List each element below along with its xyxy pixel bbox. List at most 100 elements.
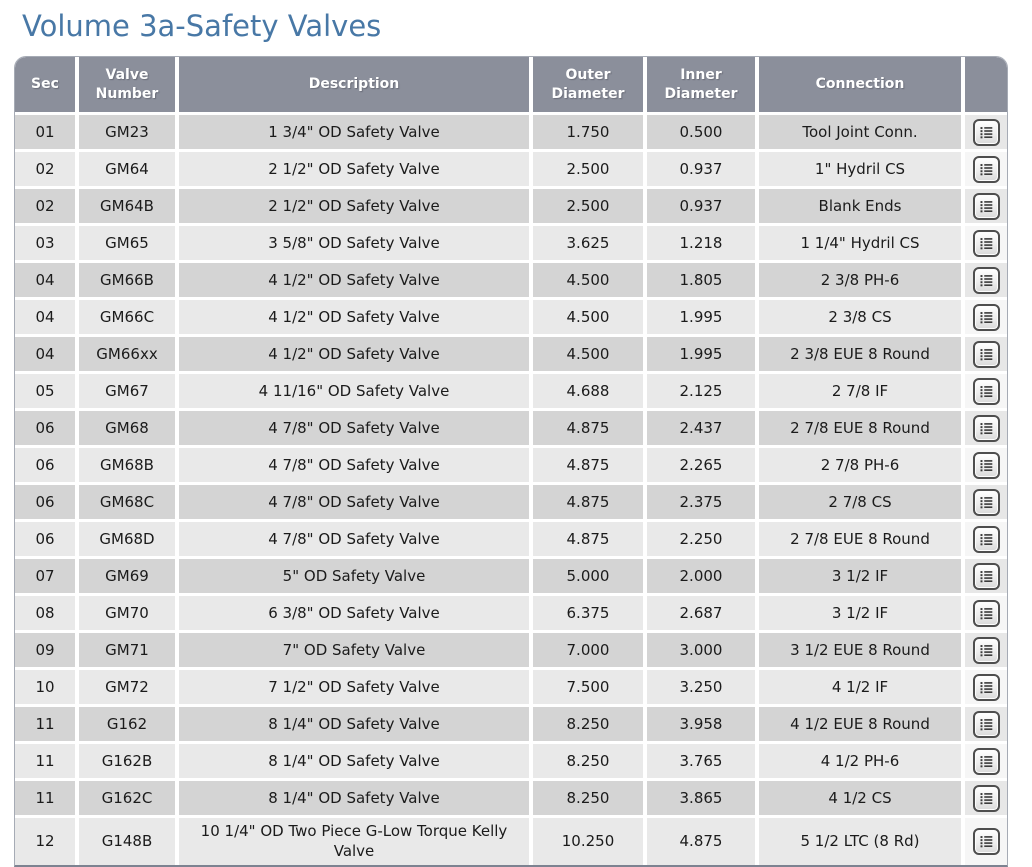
cell-connection: 4 1/2 CS [759,778,965,815]
cell-actions [965,149,1007,186]
cell-inner-diameter: 0.937 [647,186,759,223]
table-row: 09 GM71 7" OD Safety Valve 7.000 3.000 3… [15,630,1007,667]
cell-valve-number: G162B [79,741,179,778]
row-details-button[interactable] [972,193,1000,220]
table-row: 12 G148B 10 1/4" OD Two Piece G-Low Torq… [15,815,1007,865]
cell-description: 4 7/8" OD Safety Valve [179,408,533,445]
cell-description: 7 1/2" OD Safety Valve [179,667,533,704]
row-details-button[interactable] [972,637,1000,664]
col-header-sec: Sec [15,57,79,112]
list-details-icon [980,312,992,324]
row-details-button[interactable] [972,156,1000,183]
row-details-button[interactable] [972,563,1000,590]
row-details-button[interactable] [972,452,1000,479]
cell-sec: 04 [15,297,79,334]
cell-actions [965,519,1007,556]
cell-actions [965,667,1007,704]
cell-actions [965,556,1007,593]
cell-connection: 2 3/8 EUE 8 Round [759,334,965,371]
table-row: 02 GM64 2 1/2" OD Safety Valve 2.500 0.9… [15,149,1007,186]
cell-connection: 3 1/2 EUE 8 Round [759,630,965,667]
row-details-button[interactable] [972,674,1000,701]
row-details-button[interactable] [972,828,1000,856]
cell-sec: 04 [15,260,79,297]
cell-inner-diameter: 3.000 [647,630,759,667]
row-details-button[interactable] [972,119,1000,146]
cell-actions [965,297,1007,334]
row-details-button[interactable] [972,267,1000,294]
cell-actions [965,408,1007,445]
cell-description: 2 1/2" OD Safety Valve [179,149,533,186]
cell-sec: 11 [15,704,79,741]
cell-actions [965,445,1007,482]
cell-actions [965,334,1007,371]
cell-inner-diameter: 3.958 [647,704,759,741]
row-details-button[interactable] [972,600,1000,627]
cell-inner-diameter: 1.805 [647,260,759,297]
cell-description: 4 1/2" OD Safety Valve [179,260,533,297]
list-details-icon [980,386,992,398]
cell-inner-diameter: 2.375 [647,482,759,519]
col-header-description: Description [179,57,533,112]
row-details-button[interactable] [972,526,1000,553]
cell-inner-diameter: 3.765 [647,741,759,778]
cell-outer-diameter: 4.500 [533,297,647,334]
cell-valve-number: GM68B [79,445,179,482]
cell-connection: 2 3/8 CS [759,297,965,334]
cell-outer-diameter: 7.000 [533,630,647,667]
cell-outer-diameter: 8.250 [533,704,647,741]
list-details-icon [980,836,992,848]
row-details-button[interactable] [972,230,1000,257]
table-row: 11 G162B 8 1/4" OD Safety Valve 8.250 3.… [15,741,1007,778]
cell-connection: 4 1/2 IF [759,667,965,704]
cell-outer-diameter: 4.500 [533,334,647,371]
cell-sec: 04 [15,334,79,371]
cell-description: 4 7/8" OD Safety Valve [179,519,533,556]
cell-valve-number: GM64B [79,186,179,223]
cell-valve-number: GM65 [79,223,179,260]
list-details-icon [980,534,992,546]
cell-valve-number: GM23 [79,112,179,149]
col-header-valve-number: Valve Number [79,57,179,112]
row-details-button[interactable] [972,415,1000,442]
cell-sec: 09 [15,630,79,667]
cell-description: 7" OD Safety Valve [179,630,533,667]
cell-outer-diameter: 5.000 [533,556,647,593]
cell-connection: 4 1/2 EUE 8 Round [759,704,965,741]
cell-inner-diameter: 2.125 [647,371,759,408]
cell-connection: 1" Hydril CS [759,149,965,186]
row-details-button[interactable] [972,378,1000,405]
table-row: 05 GM67 4 11/16" OD Safety Valve 4.688 2… [15,371,1007,408]
cell-valve-number: GM67 [79,371,179,408]
cell-valve-number: GM71 [79,630,179,667]
cell-sec: 06 [15,482,79,519]
row-details-button[interactable] [972,489,1000,516]
cell-description: 4 1/2" OD Safety Valve [179,334,533,371]
cell-description: 6 3/8" OD Safety Valve [179,593,533,630]
list-details-icon [980,238,992,250]
row-details-button[interactable] [972,785,1000,812]
cell-connection: 3 1/2 IF [759,556,965,593]
cell-description: 4 7/8" OD Safety Valve [179,445,533,482]
col-header-connection: Connection [759,57,965,112]
col-header-actions [965,57,1007,112]
cell-outer-diameter: 3.625 [533,223,647,260]
table-row: 04 GM66C 4 1/2" OD Safety Valve 4.500 1.… [15,297,1007,334]
table-row: 04 GM66B 4 1/2" OD Safety Valve 4.500 1.… [15,260,1007,297]
cell-description: 8 1/4" OD Safety Valve [179,704,533,741]
row-details-button[interactable] [972,304,1000,331]
row-details-button[interactable] [972,711,1000,738]
row-details-button[interactable] [972,341,1000,368]
cell-inner-diameter: 1.995 [647,334,759,371]
cell-valve-number: GM68C [79,482,179,519]
cell-outer-diameter: 10.250 [533,815,647,865]
table-body: 01 GM23 1 3/4" OD Safety Valve 1.750 0.5… [15,112,1007,865]
table-row: 11 G162C 8 1/4" OD Safety Valve 8.250 3.… [15,778,1007,815]
row-details-button[interactable] [972,748,1000,775]
cell-sec: 01 [15,112,79,149]
cell-outer-diameter: 2.500 [533,186,647,223]
cell-actions [965,630,1007,667]
header-row: Sec Valve Number Description Outer Diame… [15,57,1007,112]
cell-description: 2 1/2" OD Safety Valve [179,186,533,223]
cell-actions [965,260,1007,297]
